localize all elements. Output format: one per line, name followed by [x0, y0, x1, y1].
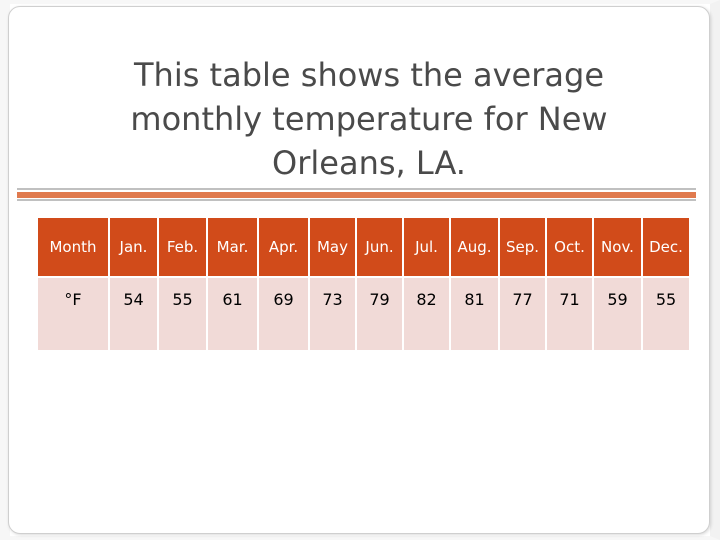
- temperature-cell: 55: [159, 278, 206, 350]
- month-cell: Apr.: [259, 218, 308, 276]
- month-header-row: Month Jan. Feb. Mar. Apr. May Jun. Jul. …: [38, 218, 689, 276]
- month-cell: Sep.: [500, 218, 545, 276]
- temperature-cell: 55: [643, 278, 689, 350]
- temperature-cell: 81: [451, 278, 498, 350]
- divider-line-top: [17, 188, 696, 190]
- month-cell: Jul.: [404, 218, 449, 276]
- temperature-cell: 59: [594, 278, 641, 350]
- title-divider: [17, 188, 696, 202]
- divider-line-bottom: [17, 199, 696, 201]
- temperature-cell: 54: [110, 278, 157, 350]
- month-cell: Dec.: [643, 218, 689, 276]
- slide-title: This table shows the average monthly tem…: [130, 56, 608, 182]
- temperature-cell: 73: [310, 278, 355, 350]
- temperature-cell: 79: [357, 278, 402, 350]
- month-cell: Jan.: [110, 218, 157, 276]
- month-cell: Oct.: [547, 218, 592, 276]
- temperature-cell: 71: [547, 278, 592, 350]
- temperature-cell: 61: [208, 278, 257, 350]
- month-cell: Aug.: [451, 218, 498, 276]
- temperature-cell: 69: [259, 278, 308, 350]
- month-label-cell: Month: [38, 218, 108, 276]
- month-cell: Jun.: [357, 218, 402, 276]
- month-cell: Feb.: [159, 218, 206, 276]
- temperature-table: Month Jan. Feb. Mar. Apr. May Jun. Jul. …: [36, 216, 691, 352]
- temperature-cell: 77: [500, 278, 545, 350]
- month-cell: May: [310, 218, 355, 276]
- divider-accent-bar: [17, 192, 696, 198]
- month-cell: Nov.: [594, 218, 641, 276]
- temperature-cell: 82: [404, 278, 449, 350]
- unit-label-cell: °F: [38, 278, 108, 350]
- temperature-row: °F 54 55 61 69 73 79 82 81 77 71 59 55: [38, 278, 689, 350]
- month-cell: Mar.: [208, 218, 257, 276]
